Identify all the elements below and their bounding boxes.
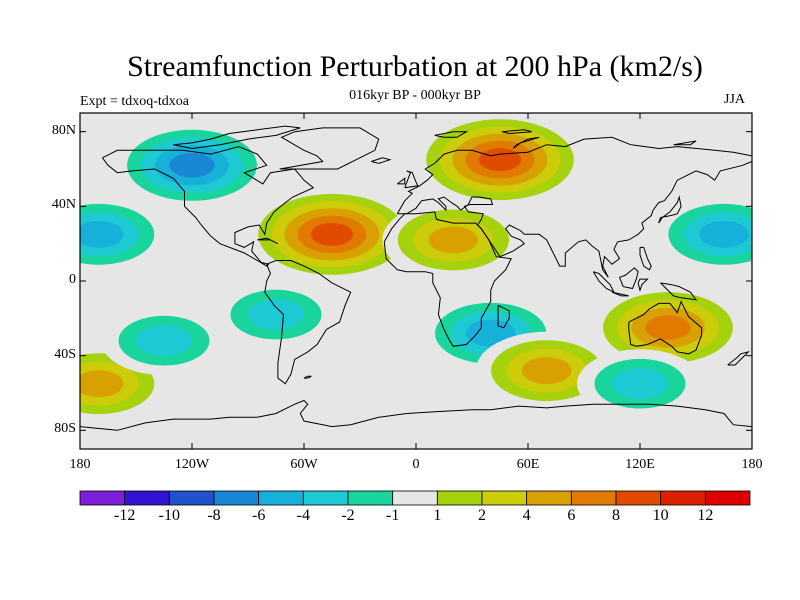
x-tick-label-5: 120E [625, 457, 655, 472]
axis-ticks [79, 113, 753, 449]
y-tick-label-4: 80S [54, 421, 76, 437]
coastline-20 [80, 399, 752, 431]
contour-fills [80, 113, 752, 423]
colorbar-label-2: -8 [207, 507, 221, 524]
coastline-8 [404, 170, 419, 189]
colorbar-label-7: 1 [433, 507, 442, 524]
y-tick-label-0: 80N [51, 122, 76, 138]
anomaly-region-1-level-5 [478, 148, 522, 172]
anomaly-region-0-level-4 [169, 152, 215, 178]
colorbar-box-6 [347, 490, 394, 506]
coastline-18 [497, 304, 510, 329]
colorbar-label-11: 8 [612, 507, 620, 524]
coastline-23 [501, 129, 532, 135]
colorbar-label-12: 10 [652, 507, 669, 524]
colorbar [79, 490, 751, 506]
colorbar-box-7 [392, 490, 438, 506]
coastline-10 [371, 157, 392, 164]
colorbar-label-13: 12 [697, 507, 714, 524]
colorbar-label-4: -4 [296, 507, 310, 524]
chart-subtitle: 016kyr BP - 000kyr BP [349, 88, 481, 103]
colorbar-label-9: 4 [522, 507, 531, 524]
coastline-0 [101, 146, 315, 267]
anomaly-region-2-level-5 [310, 222, 354, 246]
colorbar-box-13 [660, 490, 706, 506]
coastline-3 [397, 161, 752, 278]
experiment-label: Expt = tdxoq-tdxoa [80, 94, 189, 109]
coastline-5 [628, 300, 703, 355]
anomaly-region-4-level-3 [80, 220, 124, 248]
colorbar-label-1: -10 [158, 507, 180, 524]
colorbar-box-2 [168, 490, 215, 506]
coastline-21 [303, 375, 312, 379]
colorbar-label-10: 6 [567, 507, 576, 524]
colorbar-label-0: -12 [113, 507, 136, 524]
colorbar-label-8: 2 [478, 507, 486, 524]
colorbar-box-12 [615, 490, 662, 506]
coastline-17 [639, 246, 652, 271]
x-tick-label-6: 180 [741, 457, 763, 472]
anomaly-region-11-level-2 [612, 368, 668, 399]
anomaly-region-9-level-3 [521, 357, 572, 385]
x-tick-label-0: 180 [69, 457, 91, 472]
anomaly-region-3-level-3 [428, 226, 479, 254]
colorbar-box-5 [302, 490, 349, 506]
colorbar-label-3: -6 [251, 507, 266, 524]
coastline-24 [434, 131, 469, 138]
x-tick-label-4: 60E [516, 457, 540, 472]
colorbar-label-6: -1 [385, 507, 400, 524]
coastline-11 [658, 195, 682, 224]
coastline-4 [383, 211, 512, 347]
y-tick-label-2: 0 [69, 272, 76, 287]
coastline-25 [512, 136, 540, 149]
colorbar-box-1 [124, 490, 170, 506]
x-tick-label-2: 60W [290, 457, 318, 472]
season-label: JJA [724, 92, 746, 107]
coastline-19 [727, 350, 750, 366]
y-tick-label-1: 40N [51, 197, 76, 213]
coastline-15 [637, 278, 649, 293]
coastline-7 [173, 125, 301, 150]
anomaly-region-12-level-2 [136, 325, 192, 357]
colorbar-box-14 [704, 490, 751, 506]
y-tick-label-3: 40S [54, 346, 76, 362]
colorbar-box-11 [570, 490, 617, 506]
x-tick-label-3: 0 [412, 457, 420, 472]
chart-title: Streamfunction Perturbation at 200 hPa (… [127, 50, 703, 83]
anomaly-region-5-level-3 [699, 220, 749, 248]
colorbar-box-10 [526, 490, 572, 506]
colorbar-label-5: -2 [341, 507, 355, 524]
anomaly-region-10-level-3 [80, 370, 124, 398]
coastline-6 [279, 127, 380, 170]
coastline-16 [660, 282, 698, 301]
coastline-9 [397, 177, 406, 185]
x-tick-label-1: 120W [174, 457, 210, 472]
coastline-26 [673, 140, 697, 146]
coastline-1 [264, 260, 352, 385]
colorbar-box-3 [213, 490, 260, 506]
colorbar-box-4 [258, 490, 304, 506]
coastline-13 [611, 291, 629, 297]
colorbar-box-0 [79, 490, 126, 506]
coastline-14 [619, 267, 639, 290]
coastline-2 [396, 136, 752, 215]
anomaly-region-7-level-2 [248, 299, 304, 330]
colorbar-box-8 [436, 490, 483, 506]
colorbar-box-9 [481, 490, 528, 506]
coastline-22 [257, 237, 279, 245]
coastlines [80, 125, 752, 431]
anomaly-region-8-level-4 [645, 315, 691, 340]
